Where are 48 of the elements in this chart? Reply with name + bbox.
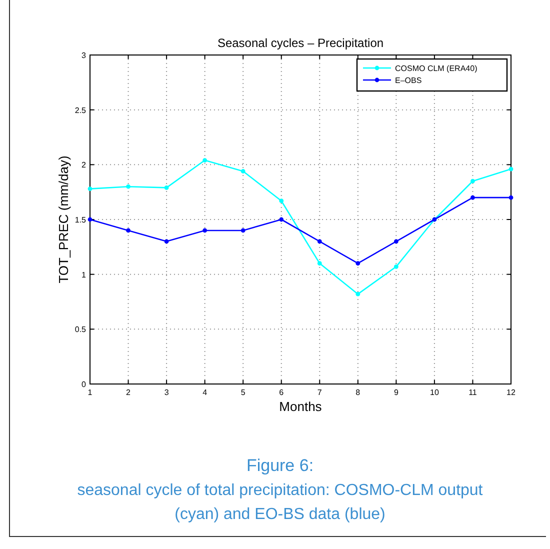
point <box>240 228 246 233</box>
point <box>470 178 475 184</box>
caption: Figure 6: <box>246 456 314 475</box>
x-tick-label: 6 <box>279 388 284 397</box>
point <box>356 261 360 266</box>
text: seasonal cycle of total precipitation: COSMO-CLM output <box>77 482 484 499</box>
x-tick-label: 11 <box>468 388 478 397</box>
point <box>126 184 130 189</box>
y-tick-label: 0 <box>82 380 87 389</box>
x-tick-label: 3 <box>164 388 170 397</box>
point <box>508 166 514 172</box>
point <box>508 195 514 200</box>
point <box>240 169 246 174</box>
x-tick-label: 5 <box>240 388 246 397</box>
point <box>356 292 360 296</box>
x-tick-label: 9 <box>394 388 399 397</box>
y-axis-title: TOT_PREC (mm/day) <box>56 156 71 284</box>
x-tick-label: 4 <box>202 388 208 397</box>
legend-label: E–OBS <box>395 76 422 85</box>
point <box>164 185 169 190</box>
text: (cyan) and EO-BS data (blue) <box>174 506 386 523</box>
point <box>164 239 169 244</box>
x-tick-label: 8 <box>356 388 361 397</box>
x-tick-label: 2 <box>126 388 132 397</box>
y-tick-label: 1.5 <box>74 216 87 224</box>
y-tick-label: 2 <box>82 160 87 170</box>
y-tick-label: 1 <box>82 270 87 280</box>
point <box>202 228 208 233</box>
point <box>317 261 322 266</box>
point <box>394 239 398 244</box>
point <box>88 186 92 191</box>
x-tick-label: 1 <box>88 388 93 397</box>
point <box>279 198 284 204</box>
point <box>394 264 398 269</box>
y-tick-label: 2.5 <box>74 106 87 115</box>
x-tick-label: 7 <box>317 388 322 397</box>
point <box>470 195 475 200</box>
chart-title: Seasonal cycles – Precipitation <box>217 36 384 50</box>
point <box>317 239 322 244</box>
legend-label: COSMO CLM (ERA40) <box>395 64 478 73</box>
y-tick-label: 0.5 <box>74 325 87 334</box>
x-tick-label: 12 <box>506 388 516 397</box>
x-axis-title: Months <box>279 399 322 414</box>
y-tick-label: 3 <box>82 51 87 60</box>
point <box>202 158 208 162</box>
x-tick-label: 10 <box>430 388 440 397</box>
point <box>279 217 284 222</box>
point <box>126 228 130 233</box>
